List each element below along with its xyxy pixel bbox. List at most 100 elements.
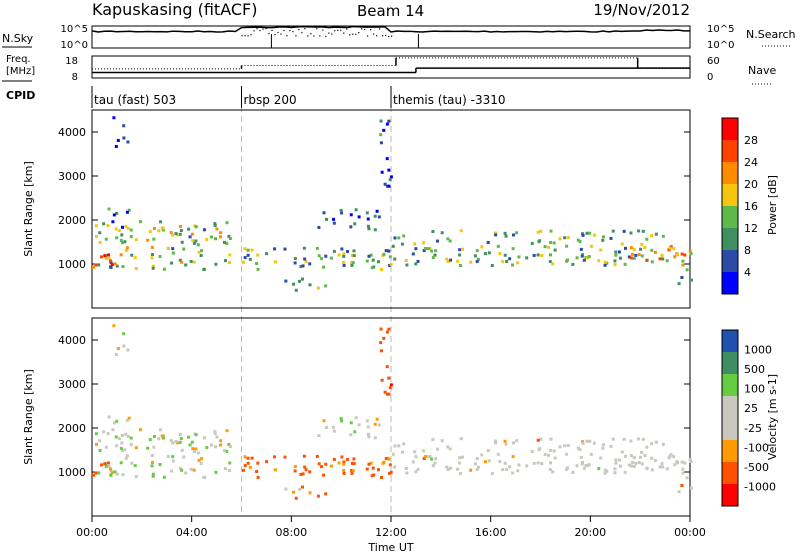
velocity-cell	[576, 446, 580, 450]
power-cell	[532, 253, 536, 257]
velocity-cell	[387, 457, 391, 461]
velocity-cell	[532, 461, 536, 465]
power-cell	[308, 262, 312, 266]
velocity-cell	[160, 434, 164, 438]
power-cell	[511, 263, 515, 267]
colorbar-tick-label: 1000	[744, 344, 772, 357]
power-cell	[601, 235, 605, 239]
velocity-cell	[337, 461, 341, 465]
power-cell	[379, 133, 383, 137]
velocity-cell	[117, 437, 121, 441]
nsearch-dot	[388, 35, 390, 38]
nsearch-dot	[310, 33, 312, 35]
velocity-cell	[350, 471, 354, 475]
velocity-cell	[351, 469, 355, 473]
velocity-cell	[127, 416, 131, 420]
power-cell	[178, 224, 182, 228]
power-cell	[668, 246, 672, 250]
velocity-cell	[324, 462, 328, 466]
x-tick-label: 08:00	[275, 526, 307, 539]
velocity-cell	[113, 470, 117, 474]
power-cell	[603, 260, 607, 264]
power-cell	[196, 243, 200, 247]
velocity-cell	[476, 465, 480, 469]
velocity-yticks: 4000 3000 2000 1000	[58, 334, 690, 479]
velocity-cell	[120, 433, 124, 437]
velocity-cell	[643, 454, 647, 458]
power-cell	[332, 221, 336, 225]
velocity-cell	[188, 443, 192, 447]
velocity-cell	[273, 455, 277, 459]
power-cell	[241, 260, 245, 264]
power-cell	[243, 256, 247, 260]
velocity-cell	[367, 435, 371, 439]
velocity-cell	[672, 455, 676, 459]
velocity-cell	[317, 462, 321, 466]
power-cell	[620, 242, 624, 246]
velocity-cell	[632, 456, 636, 460]
velocity-cell	[582, 466, 586, 470]
velocity-cell	[112, 324, 116, 328]
power-cell	[151, 266, 155, 270]
power-cell	[169, 231, 173, 235]
power-cell	[540, 253, 544, 257]
power-cell	[120, 233, 124, 237]
nsearch-dot	[343, 32, 345, 34]
velocity-cell	[620, 450, 624, 454]
velocity-cell	[603, 468, 607, 472]
power-cell	[150, 253, 154, 257]
power-cell	[365, 259, 369, 263]
power-cell	[549, 229, 553, 233]
nsearch-dot	[340, 29, 342, 31]
power-cell	[200, 249, 204, 253]
power-cell	[536, 253, 540, 257]
velocity-cell	[653, 458, 657, 462]
power-cell	[469, 260, 473, 264]
velocity-cell	[197, 458, 201, 462]
power-cell	[329, 256, 333, 260]
power-cell	[273, 247, 277, 251]
power-cell	[379, 119, 383, 123]
power-cell	[643, 246, 647, 250]
power-cell	[256, 267, 260, 271]
power-cell	[645, 237, 649, 241]
nsearch-dot	[241, 35, 243, 37]
velocity-cell	[685, 476, 689, 480]
velocity-cell	[114, 435, 118, 439]
power-colorbar: 28 24 20 16 12 8 4	[721, 117, 758, 295]
velocity-cell	[192, 468, 196, 472]
power-cell	[672, 247, 676, 251]
power-cell	[377, 260, 381, 264]
power-cell	[372, 265, 376, 269]
velocity-cell	[182, 455, 186, 459]
velocity-cell	[169, 439, 173, 443]
velocity-cell	[191, 447, 195, 451]
power-cell	[576, 238, 580, 242]
velocity-cell	[411, 460, 415, 464]
velocity-cell	[106, 432, 110, 436]
velocity-cell	[223, 467, 227, 471]
nsearch-dot	[292, 30, 294, 33]
power-cell	[388, 178, 392, 182]
velocity-cell	[196, 451, 200, 455]
velocity-cell	[190, 440, 194, 444]
power-cell	[150, 245, 154, 249]
velocity-cell	[388, 463, 392, 467]
power-cell	[383, 182, 387, 186]
power-cell	[617, 250, 621, 254]
velocity-cell	[431, 438, 435, 442]
velocity-cell	[332, 457, 336, 461]
nsearch-dot	[313, 35, 315, 37]
power-cell	[225, 241, 229, 245]
power-cell	[428, 247, 432, 251]
velocity-cell	[592, 441, 596, 445]
power-cell	[112, 213, 116, 217]
power-cell	[109, 265, 113, 269]
velocity-cell	[475, 468, 479, 472]
power-cell	[654, 232, 658, 236]
velocity-cell	[189, 467, 193, 471]
x-tick-label: 20:00	[574, 526, 606, 539]
velocity-cell	[339, 416, 343, 420]
nsearch-dot	[253, 30, 255, 32]
y-tick-label: 3000	[58, 170, 86, 183]
